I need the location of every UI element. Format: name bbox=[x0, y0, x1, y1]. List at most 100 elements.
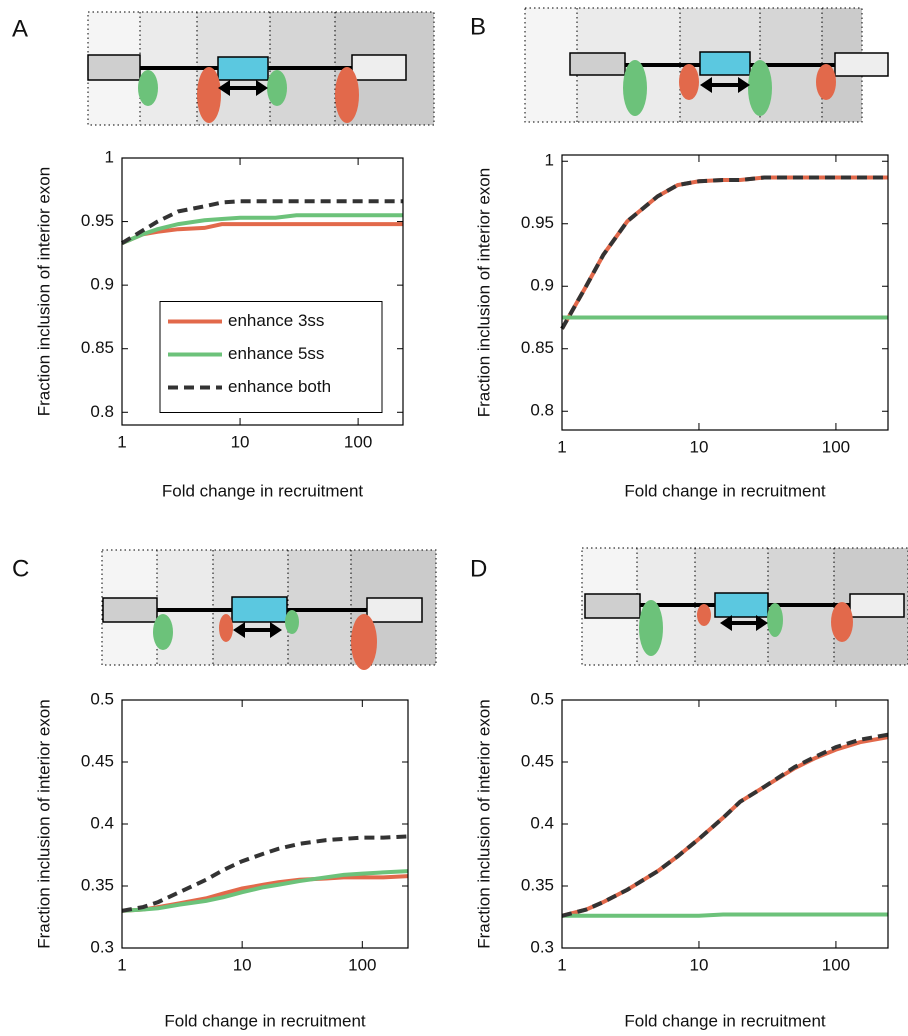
y-tick-label: 0.85 bbox=[521, 338, 554, 357]
series-line bbox=[121, 869, 409, 913]
exon-right bbox=[366, 597, 423, 623]
panel-letter: C bbox=[12, 555, 29, 582]
y-tick-label: 1 bbox=[545, 151, 554, 170]
x-tick-label: 1 bbox=[557, 437, 566, 456]
x-tick-label: 1 bbox=[117, 432, 126, 451]
plot-frame bbox=[561, 154, 889, 431]
y-tick-label: 0.85 bbox=[81, 338, 114, 357]
exon-interior bbox=[714, 592, 769, 618]
y-tick-label: 0.9 bbox=[90, 275, 114, 294]
plot-area bbox=[122, 700, 408, 948]
arrow-head bbox=[270, 622, 282, 638]
exon-left bbox=[102, 597, 158, 623]
x-tick-label: 100 bbox=[348, 955, 376, 974]
factor-3ss bbox=[697, 604, 711, 626]
series-line bbox=[121, 222, 403, 246]
x-tick-label: 100 bbox=[344, 432, 372, 451]
y-tick-label: 0.4 bbox=[530, 813, 554, 832]
exon-left bbox=[87, 54, 141, 81]
series-line bbox=[121, 213, 403, 246]
plot-area bbox=[562, 155, 888, 430]
y-axis-label: Fraction inclusion of interior exon bbox=[34, 167, 53, 416]
y-tick-label: 0.3 bbox=[530, 937, 554, 956]
arrow-head bbox=[756, 615, 768, 631]
factor-3ss bbox=[831, 602, 853, 642]
y-tick-label: 0.95 bbox=[81, 211, 114, 230]
arrow-head bbox=[700, 77, 712, 93]
y-tick-label: 0.8 bbox=[90, 402, 114, 421]
x-axis-label: Fold change in recruitment bbox=[624, 481, 826, 500]
arrow-head bbox=[256, 80, 268, 96]
legend-label: enhance 5ss bbox=[228, 344, 324, 363]
panel-letter: A bbox=[12, 15, 28, 42]
panel-letter: D bbox=[470, 555, 487, 582]
factor-5ss bbox=[285, 610, 299, 634]
factor-5ss bbox=[623, 60, 647, 116]
arrow-head bbox=[738, 77, 750, 93]
y-tick-label: 0.35 bbox=[81, 875, 114, 894]
arrow-head bbox=[233, 622, 245, 638]
factor-5ss bbox=[267, 70, 287, 106]
legend-label: enhance 3ss bbox=[228, 311, 324, 330]
legend-label: enhance both bbox=[228, 377, 331, 396]
x-tick-label: 1 bbox=[117, 955, 126, 974]
factor-3ss bbox=[219, 614, 233, 642]
factor-3ss bbox=[351, 614, 377, 670]
exon-interior bbox=[699, 51, 751, 76]
diagram-border bbox=[581, 547, 908, 666]
x-tick-label: 10 bbox=[690, 437, 709, 456]
x-tick-label: 1 bbox=[557, 955, 566, 974]
plot-frame bbox=[121, 157, 404, 426]
factor-5ss bbox=[639, 600, 663, 656]
diagram-band bbox=[288, 550, 351, 665]
x-axis-label: Fold change in recruitment bbox=[162, 481, 364, 500]
y-axis-label: Fraction inclusion of interior exon bbox=[34, 699, 53, 948]
y-tick-label: 0.35 bbox=[521, 875, 554, 894]
series-line bbox=[121, 834, 409, 913]
series-line bbox=[560, 175, 888, 330]
exon-right bbox=[834, 52, 889, 77]
factor-3ss bbox=[197, 67, 221, 123]
y-tick-label: 0.8 bbox=[530, 401, 554, 420]
factor-3ss bbox=[335, 67, 359, 123]
factor-5ss bbox=[767, 603, 783, 637]
y-tick-label: 1 bbox=[105, 147, 114, 166]
y-tick-label: 0.4 bbox=[90, 813, 114, 832]
y-tick-label: 0.3 bbox=[90, 937, 114, 956]
series-line bbox=[120, 199, 403, 245]
y-axis-label: Fraction inclusion of interior exon bbox=[474, 168, 493, 417]
series-line bbox=[561, 732, 889, 918]
x-tick-label: 10 bbox=[231, 432, 250, 451]
exon-interior bbox=[231, 596, 288, 623]
x-axis-label: Fold change in recruitment bbox=[164, 1011, 366, 1030]
diagram-border bbox=[101, 549, 437, 666]
diagram-band bbox=[525, 8, 577, 122]
exon-left bbox=[569, 52, 626, 76]
y-tick-label: 0.5 bbox=[90, 689, 114, 708]
factor-3ss bbox=[816, 64, 836, 100]
y-tick-label: 0.45 bbox=[81, 751, 114, 770]
x-axis-label: Fold change in recruitment bbox=[624, 1011, 826, 1030]
factor-3ss bbox=[679, 64, 699, 100]
x-tick-label: 100 bbox=[822, 437, 850, 456]
arrow-head bbox=[720, 615, 732, 631]
x-tick-label: 10 bbox=[233, 955, 252, 974]
exon-right bbox=[849, 593, 905, 618]
factor-5ss bbox=[138, 70, 158, 106]
factor-5ss bbox=[153, 614, 173, 650]
arrow-head bbox=[218, 80, 230, 96]
y-tick-label: 0.5 bbox=[530, 689, 554, 708]
y-axis-label: Fraction inclusion of interior exon bbox=[474, 699, 493, 948]
exon-interior bbox=[217, 56, 269, 81]
factor-5ss bbox=[748, 60, 772, 116]
exon-right bbox=[351, 54, 407, 81]
panel-letter: B bbox=[470, 13, 486, 40]
y-tick-label: 0.9 bbox=[530, 276, 554, 295]
exon-left bbox=[584, 593, 641, 619]
y-tick-label: 0.45 bbox=[521, 751, 554, 770]
series-line bbox=[562, 912, 888, 918]
x-tick-label: 100 bbox=[822, 955, 850, 974]
plot-area bbox=[562, 700, 888, 948]
y-tick-label: 0.95 bbox=[521, 213, 554, 232]
